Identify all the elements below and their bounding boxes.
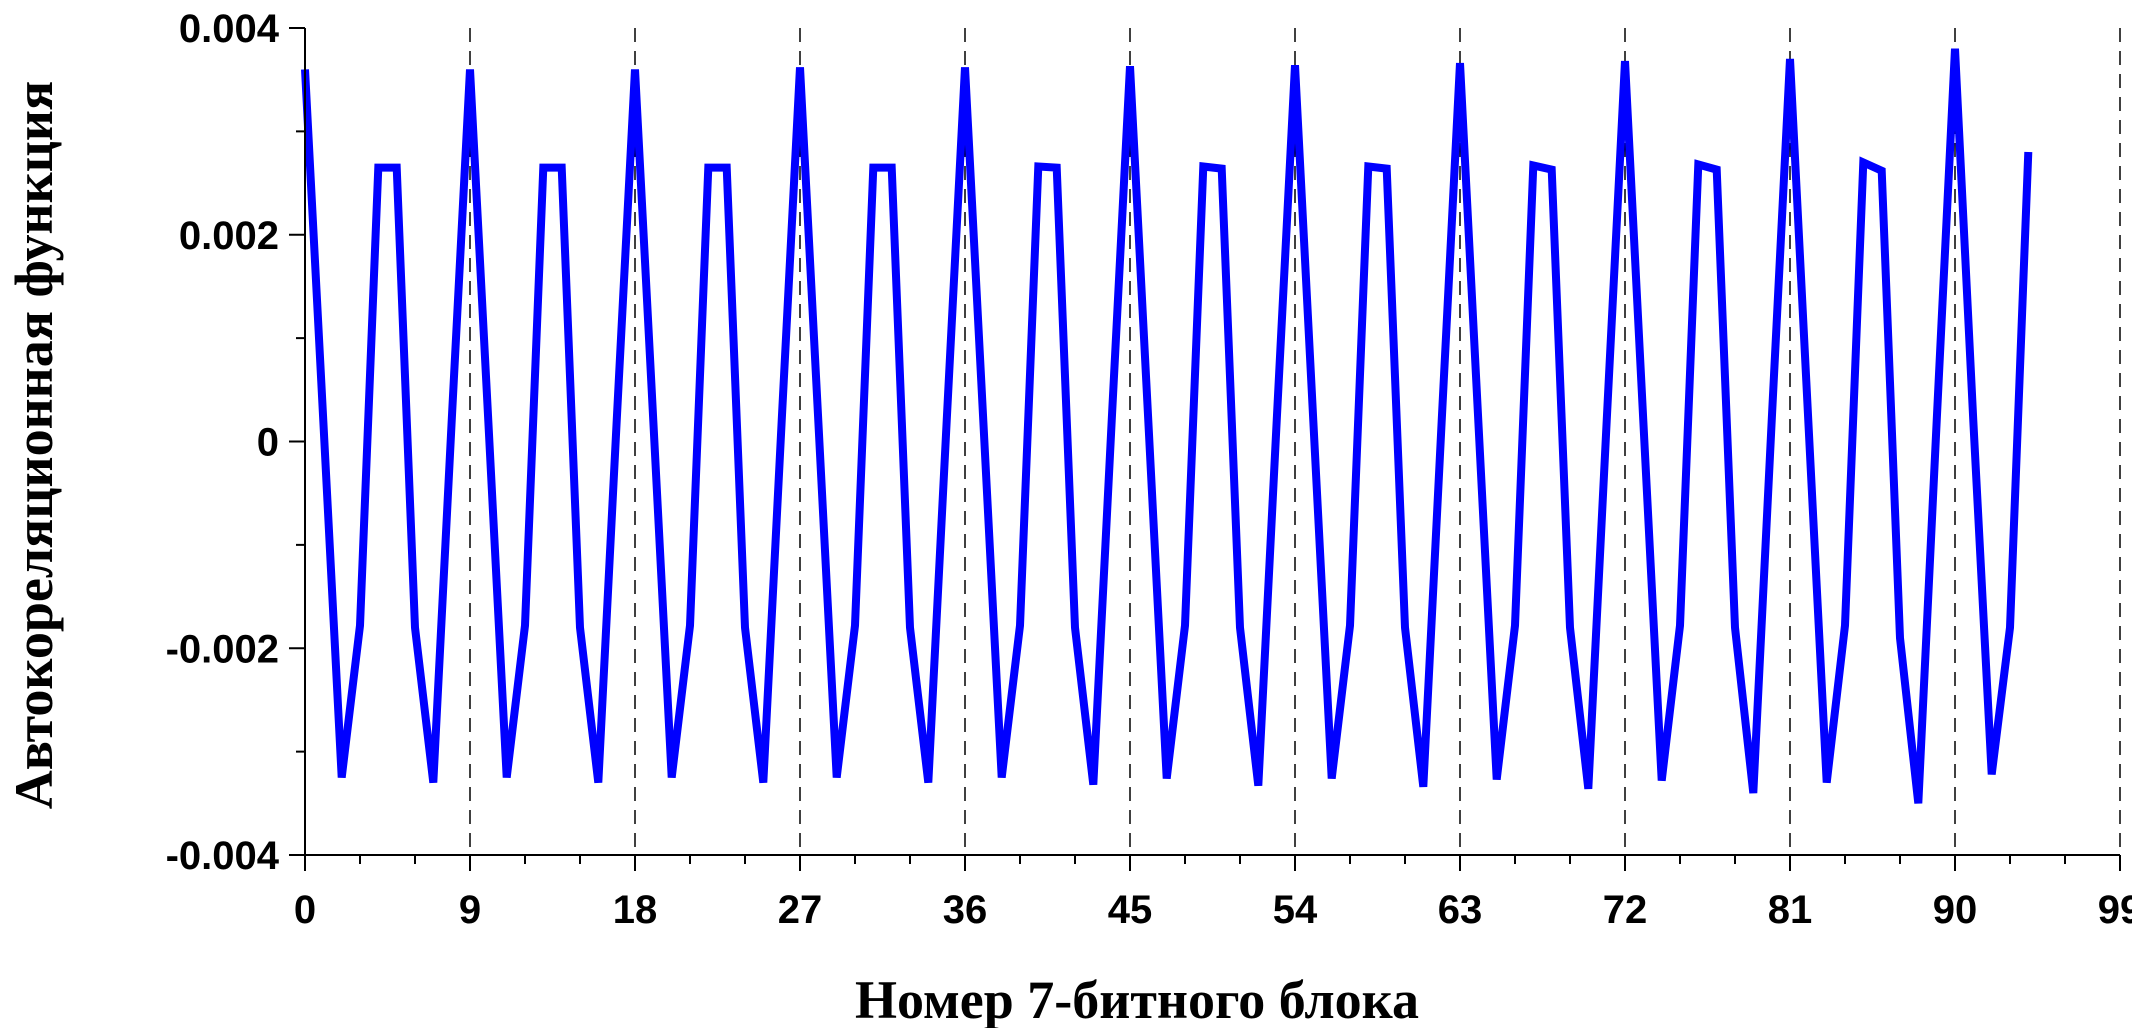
x-tick-label: 27 — [778, 888, 823, 932]
gridlines — [469, 28, 2121, 855]
x-tick-label: 18 — [613, 888, 658, 932]
y-tick-label: 0.004 — [179, 7, 280, 51]
x-tick-label: 72 — [1603, 888, 1648, 932]
y-tick-label: -0.002 — [166, 627, 279, 671]
axes — [289, 27, 2121, 871]
y-tick-label: 0.002 — [179, 214, 279, 258]
x-tick-label: 63 — [1438, 888, 1483, 932]
x-tick-label: 81 — [1768, 888, 1813, 932]
x-tick-label: 0 — [294, 888, 316, 932]
x-tick-label: 36 — [943, 888, 988, 932]
y-tick-label: -0.004 — [166, 834, 280, 878]
tick-labels: -0.004 -0.002 0 0.002 0.004 0 9 18 27 36 45 54 63 72 8… — [166, 7, 2132, 932]
x-axis-title: Номер 7-битного блока — [855, 970, 1419, 1028]
x-tick-label: 9 — [459, 888, 481, 932]
series-layer — [301, 48, 2033, 804]
y-axis-title: Автокореляционная функция — [4, 81, 64, 809]
series-line — [301, 48, 2033, 804]
x-tick-label: 90 — [1933, 888, 1978, 932]
x-tick-label: 99 — [2098, 888, 2132, 932]
x-tick-label: 45 — [1108, 888, 1153, 932]
y-tick-label: 0 — [257, 421, 279, 465]
x-tick-label: 54 — [1273, 888, 1318, 932]
